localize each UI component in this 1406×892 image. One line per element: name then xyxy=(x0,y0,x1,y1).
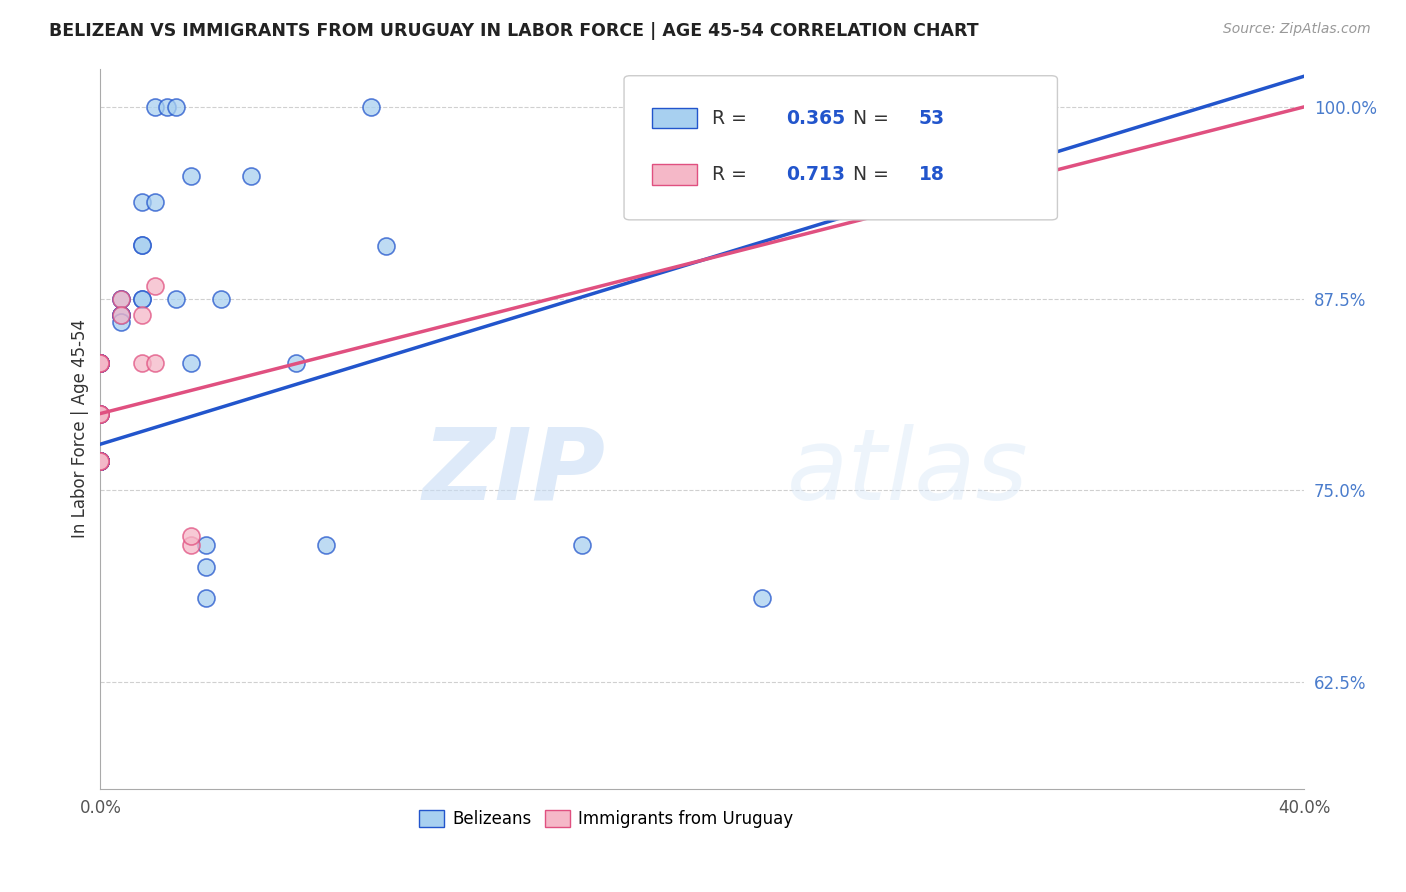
Point xyxy=(143,356,166,370)
Text: 18: 18 xyxy=(920,165,945,184)
Point xyxy=(375,239,398,253)
Point xyxy=(194,538,217,552)
Point xyxy=(89,454,111,468)
Point xyxy=(180,356,202,370)
Point xyxy=(110,314,132,328)
Text: N =: N = xyxy=(853,109,894,128)
Point xyxy=(110,309,132,323)
Point xyxy=(89,356,111,370)
Point xyxy=(165,292,187,306)
Point xyxy=(89,407,111,421)
Text: 53: 53 xyxy=(920,109,945,128)
Point xyxy=(89,454,111,468)
Point xyxy=(89,454,111,468)
Legend: Belizeans, Immigrants from Uruguay: Belizeans, Immigrants from Uruguay xyxy=(412,804,800,835)
Point xyxy=(89,454,111,468)
Point xyxy=(89,454,111,468)
Point xyxy=(110,292,132,306)
Point xyxy=(131,292,153,306)
Point xyxy=(89,407,111,421)
Point xyxy=(165,100,187,114)
Point xyxy=(360,100,382,114)
Point xyxy=(131,309,153,323)
Point xyxy=(110,292,132,306)
Point xyxy=(993,100,1015,114)
Point xyxy=(89,454,111,468)
Point xyxy=(131,238,153,252)
Text: 0.365: 0.365 xyxy=(786,109,845,128)
Point xyxy=(131,238,153,252)
Point xyxy=(89,407,111,421)
Point xyxy=(110,309,132,323)
Text: ZIP: ZIP xyxy=(423,424,606,521)
Point xyxy=(89,356,111,370)
Text: 0.713: 0.713 xyxy=(786,165,845,184)
Point xyxy=(89,356,111,370)
Point xyxy=(89,356,111,370)
Point xyxy=(110,309,132,323)
Point xyxy=(89,356,111,370)
Point xyxy=(194,591,217,605)
FancyBboxPatch shape xyxy=(652,164,697,185)
FancyBboxPatch shape xyxy=(652,108,697,128)
Point xyxy=(131,194,153,209)
Text: Source: ZipAtlas.com: Source: ZipAtlas.com xyxy=(1223,22,1371,37)
Point xyxy=(89,356,111,370)
Point xyxy=(143,279,166,293)
Point xyxy=(131,292,153,306)
Point xyxy=(131,356,153,370)
Point xyxy=(89,454,111,468)
Point xyxy=(89,356,111,370)
Point xyxy=(89,407,111,421)
Point xyxy=(110,309,132,323)
Point xyxy=(89,454,111,468)
Point xyxy=(571,538,593,552)
Point xyxy=(89,407,111,421)
Point xyxy=(315,538,337,552)
Point xyxy=(180,538,202,552)
Point xyxy=(143,194,166,209)
Point xyxy=(194,560,217,574)
Point xyxy=(751,591,773,605)
Point xyxy=(89,454,111,468)
Point xyxy=(89,454,111,468)
Point xyxy=(180,169,202,183)
Point xyxy=(89,454,111,468)
Text: N =: N = xyxy=(853,165,894,184)
Point xyxy=(89,454,111,468)
Point xyxy=(89,454,111,468)
Point xyxy=(89,356,111,370)
Point xyxy=(209,292,232,306)
Text: R =: R = xyxy=(711,109,752,128)
Point xyxy=(110,309,132,323)
Y-axis label: In Labor Force | Age 45-54: In Labor Force | Age 45-54 xyxy=(72,319,89,539)
Point xyxy=(143,100,166,114)
FancyBboxPatch shape xyxy=(624,76,1057,219)
Point xyxy=(180,529,202,543)
Point xyxy=(110,292,132,306)
Point xyxy=(89,356,111,370)
Text: atlas: atlas xyxy=(786,424,1028,521)
Point xyxy=(89,454,111,468)
Point xyxy=(89,454,111,468)
Point xyxy=(89,356,111,370)
Text: BELIZEAN VS IMMIGRANTS FROM URUGUAY IN LABOR FORCE | AGE 45-54 CORRELATION CHART: BELIZEAN VS IMMIGRANTS FROM URUGUAY IN L… xyxy=(49,22,979,40)
Point xyxy=(239,169,262,183)
Point xyxy=(89,356,111,370)
Point xyxy=(285,356,308,370)
Text: R =: R = xyxy=(711,165,752,184)
Point xyxy=(89,407,111,421)
Point xyxy=(155,100,177,114)
